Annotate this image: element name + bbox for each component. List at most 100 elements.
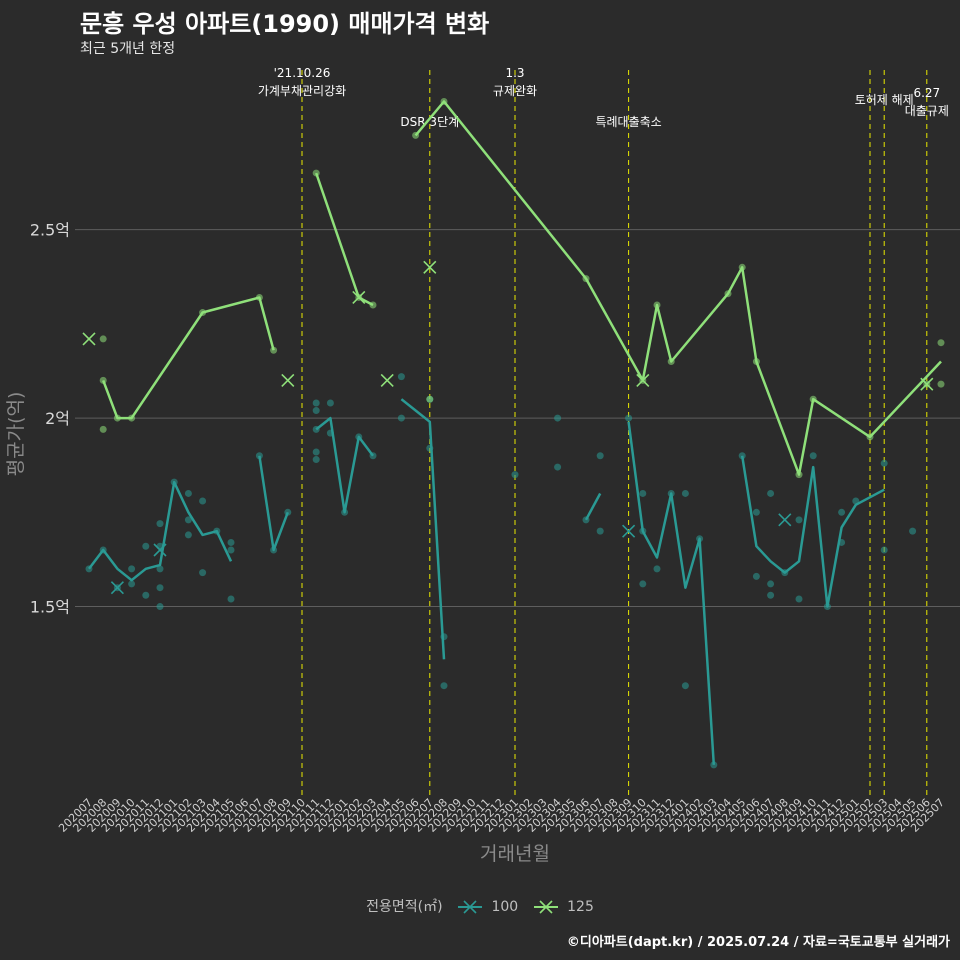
data-point-100 bbox=[440, 633, 448, 641]
event-label: DSR 3단계 bbox=[400, 115, 459, 129]
cross-marker-100 bbox=[622, 524, 636, 538]
legend-item-125: 125 bbox=[533, 899, 594, 915]
data-point-100 bbox=[199, 497, 207, 505]
data-point-100 bbox=[142, 542, 150, 550]
legend-label-100: 100 bbox=[491, 899, 519, 915]
data-point-100 bbox=[156, 603, 164, 611]
data-point-125 bbox=[412, 131, 420, 139]
cross-marker-125 bbox=[352, 290, 366, 305]
data-point-100 bbox=[838, 508, 846, 516]
y-tick-label: 1.5억 bbox=[30, 598, 70, 617]
legend-key-100 bbox=[458, 900, 483, 914]
data-point-125 bbox=[809, 395, 817, 403]
data-point-100 bbox=[156, 565, 164, 573]
data-point-100 bbox=[156, 584, 164, 592]
y-axis: 1.5억 2억 2.5억 bbox=[30, 221, 70, 617]
data-point-100 bbox=[852, 497, 860, 505]
data-point-100 bbox=[880, 546, 888, 554]
data-point-100 bbox=[838, 538, 846, 546]
cross-marker-125 bbox=[423, 260, 437, 274]
cross-marker-125 bbox=[636, 373, 650, 387]
event-label-line: 규제완화 bbox=[493, 84, 537, 98]
data-point-100 bbox=[128, 580, 136, 588]
data-point-100 bbox=[710, 761, 718, 769]
series-125 bbox=[82, 97, 945, 479]
data-point-100 bbox=[270, 546, 278, 554]
data-point-100 bbox=[667, 489, 675, 497]
cross-marker-100 bbox=[778, 513, 792, 527]
data-point-100 bbox=[625, 414, 633, 422]
data-point-100 bbox=[582, 516, 590, 524]
cross-marker-100 bbox=[153, 543, 167, 557]
data-point-125 bbox=[99, 335, 107, 343]
data-point-100 bbox=[326, 399, 334, 407]
data-point-100 bbox=[440, 682, 448, 690]
data-point-100 bbox=[227, 538, 235, 546]
data-point-100 bbox=[142, 591, 150, 599]
data-point-100 bbox=[312, 399, 320, 407]
data-point-100 bbox=[909, 527, 917, 535]
data-point-100 bbox=[554, 463, 562, 471]
data-point-100 bbox=[184, 489, 192, 497]
data-point-100 bbox=[639, 527, 647, 535]
chart-subtitle: 최근 5개년 한정 bbox=[80, 41, 176, 57]
cross-marker-125 bbox=[380, 373, 394, 387]
data-point-100 bbox=[355, 433, 363, 441]
series-line-100 bbox=[88, 480, 233, 582]
data-point-125 bbox=[795, 471, 803, 479]
data-point-100 bbox=[369, 452, 377, 460]
legend: 전용면적(㎡) 100 125 bbox=[0, 896, 960, 916]
series-line-100 bbox=[584, 492, 602, 521]
data-point-100 bbox=[227, 546, 235, 554]
data-point-125 bbox=[128, 414, 136, 422]
legend-label-125: 125 bbox=[567, 899, 594, 915]
data-point-100 bbox=[681, 489, 689, 497]
chart-title: 문흥 우성 아파트(1990) 매매가격 변화 bbox=[80, 10, 490, 38]
series-line-100 bbox=[400, 398, 446, 660]
data-point-125 bbox=[99, 376, 107, 384]
data-point-100 bbox=[738, 452, 746, 460]
source-caption: ©디아파트(dapt.kr) / 2025.07.24 / 자료=국토교통부 실… bbox=[566, 935, 950, 950]
y-axis-title: 평균가(억) bbox=[5, 392, 27, 477]
data-point-100 bbox=[170, 478, 178, 486]
data-point-100 bbox=[809, 452, 817, 460]
data-point-100 bbox=[639, 580, 647, 588]
cross-marker-125 bbox=[281, 373, 295, 387]
data-point-125 bbox=[199, 309, 207, 317]
data-point-100 bbox=[653, 565, 661, 573]
data-point-100 bbox=[781, 569, 789, 577]
data-point-100 bbox=[156, 520, 164, 528]
data-point-125 bbox=[426, 395, 434, 403]
data-point-100 bbox=[767, 580, 775, 588]
data-point-125 bbox=[113, 414, 121, 422]
legend-item-100: 100 bbox=[457, 899, 518, 915]
data-point-100 bbox=[341, 508, 349, 516]
event-label-line: 특례대출축소 bbox=[595, 115, 661, 129]
grid-lines bbox=[75, 229, 960, 608]
data-point-100 bbox=[255, 452, 263, 460]
legend-title: 전용면적(㎡) bbox=[366, 899, 443, 915]
data-point-100 bbox=[213, 527, 221, 535]
data-point-100 bbox=[184, 516, 192, 524]
event-label-line: '21.10.26 bbox=[274, 66, 331, 80]
data-point-100 bbox=[184, 531, 192, 539]
data-point-125 bbox=[369, 301, 377, 309]
cross-marker-125 bbox=[82, 332, 96, 346]
data-point-100 bbox=[312, 456, 320, 464]
x-axis-title: 거래년월 bbox=[480, 843, 550, 865]
data-point-100 bbox=[880, 459, 888, 467]
data-point-100 bbox=[426, 444, 434, 452]
legend-key-125 bbox=[533, 900, 558, 914]
y-tick-label: 2억 bbox=[45, 409, 70, 428]
data-point-100 bbox=[596, 452, 604, 460]
event-label-line: 1.3 bbox=[505, 66, 524, 80]
series-group bbox=[82, 97, 945, 769]
data-point-100 bbox=[397, 373, 405, 381]
data-point-100 bbox=[99, 546, 107, 554]
data-point-125 bbox=[738, 263, 746, 271]
series-100 bbox=[85, 373, 917, 769]
event-label: 특례대출축소 bbox=[595, 115, 661, 129]
data-point-125 bbox=[440, 97, 448, 105]
event-label-line: 토허제 해제 bbox=[855, 93, 914, 107]
